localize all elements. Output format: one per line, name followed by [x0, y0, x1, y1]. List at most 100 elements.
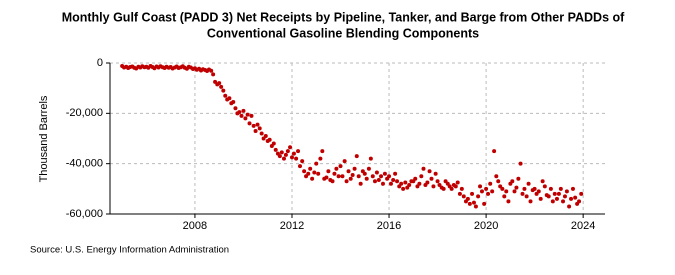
data-point — [330, 179, 335, 184]
data-point — [283, 152, 288, 157]
x-tick-label: 2024 — [571, 220, 595, 232]
data-point — [245, 112, 250, 117]
data-point — [425, 180, 430, 185]
data-point — [310, 176, 315, 181]
data-point — [453, 184, 458, 189]
data-point — [342, 159, 347, 164]
data-point — [379, 174, 384, 179]
data-point — [490, 189, 495, 194]
data-point — [510, 179, 515, 184]
data-point — [233, 106, 238, 111]
data-point — [486, 191, 491, 196]
data-point — [288, 145, 293, 150]
data-point — [352, 166, 357, 171]
data-point — [573, 195, 578, 200]
data-point — [431, 184, 436, 189]
data-point — [441, 186, 446, 191]
data-point — [494, 174, 499, 179]
data-point — [271, 141, 276, 146]
data-point — [465, 196, 470, 201]
data-point — [407, 183, 412, 188]
data-point — [502, 194, 507, 199]
data-point — [518, 161, 523, 166]
data-point — [312, 170, 317, 175]
data-point — [306, 171, 311, 176]
data-point — [484, 186, 489, 191]
data-point — [536, 189, 541, 194]
data-point — [308, 166, 313, 171]
data-point — [267, 137, 272, 142]
data-point — [562, 194, 567, 199]
data-point — [556, 191, 561, 196]
y-tick-label: -40,000 — [66, 158, 103, 170]
data-point — [366, 166, 371, 171]
data-point — [577, 199, 582, 204]
data-point — [376, 178, 381, 183]
data-point — [273, 147, 278, 152]
data-point — [471, 200, 476, 205]
data-point — [291, 151, 296, 156]
data-point — [358, 181, 363, 186]
y-axis-label: Thousand Barrels — [38, 95, 50, 182]
data-point — [336, 174, 341, 179]
y-tick-label: -20,000 — [66, 107, 103, 119]
data-point — [332, 171, 337, 176]
data-point — [243, 116, 248, 121]
data-point — [241, 108, 246, 113]
data-point — [479, 189, 484, 194]
data-point — [504, 189, 509, 194]
data-point — [259, 131, 264, 136]
x-tick-label: 2016 — [377, 220, 401, 232]
data-point — [393, 171, 398, 176]
chart-subtitle: Conventional Gasoline Blending Component… — [207, 26, 479, 40]
data-point — [455, 180, 460, 185]
data-point — [334, 166, 339, 171]
data-point — [294, 156, 299, 161]
data-point — [219, 84, 224, 89]
data-point — [579, 191, 584, 196]
data-point — [421, 166, 426, 171]
data-point — [249, 113, 254, 118]
data-point — [344, 179, 349, 184]
data-point — [473, 204, 478, 209]
data-point — [459, 186, 464, 191]
data-point — [514, 185, 519, 190]
data-point — [362, 171, 367, 176]
data-point — [461, 194, 466, 199]
data-point — [356, 174, 361, 179]
data-point — [449, 186, 454, 191]
data-point — [354, 154, 359, 159]
data-point — [302, 169, 307, 174]
data-point — [419, 174, 424, 179]
data-point — [500, 186, 505, 191]
data-point — [516, 176, 521, 181]
data-point — [255, 122, 260, 127]
data-point — [457, 191, 462, 196]
data-point — [221, 88, 226, 93]
data-point — [538, 196, 543, 201]
data-point — [570, 186, 575, 191]
data-point — [433, 171, 438, 176]
chart-title: Monthly Gulf Coast (PADD 3) Net Receipts… — [62, 10, 625, 24]
data-point — [470, 191, 475, 196]
source-note: Source: U.S. Energy Information Administ… — [30, 245, 229, 256]
data-point — [247, 121, 252, 126]
data-point — [417, 181, 422, 186]
data-point — [364, 176, 369, 181]
data-point — [297, 164, 302, 169]
data-point — [209, 68, 214, 73]
data-point — [263, 133, 268, 138]
data-point — [382, 171, 387, 176]
data-point — [324, 175, 329, 180]
data-point — [496, 179, 501, 184]
data-point — [296, 149, 301, 154]
data-point — [239, 113, 244, 118]
data-point — [554, 196, 559, 201]
data-point — [227, 96, 232, 101]
data-point — [427, 169, 432, 174]
data-point — [370, 174, 375, 179]
data-point — [300, 159, 305, 164]
data-point — [257, 126, 262, 131]
data-point — [522, 186, 527, 191]
